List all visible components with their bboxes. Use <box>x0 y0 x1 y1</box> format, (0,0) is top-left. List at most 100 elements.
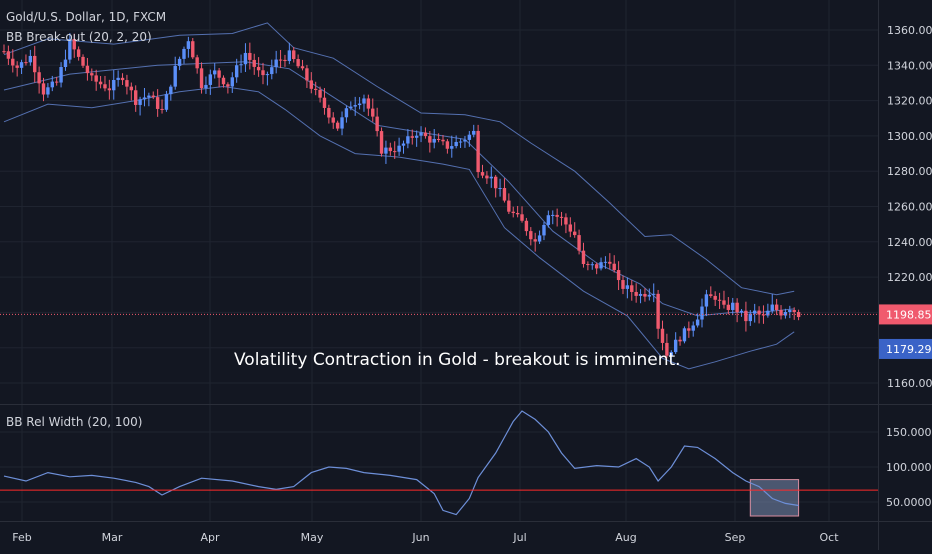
candle-up <box>239 64 243 66</box>
candle-down <box>11 58 15 66</box>
candle-down <box>322 97 327 108</box>
candle-down <box>313 88 318 90</box>
candle-down <box>722 300 726 305</box>
candle-up <box>463 139 467 142</box>
candle-up <box>204 84 208 89</box>
candle-up <box>270 67 274 75</box>
date-axis-tick-label: Apr <box>200 531 220 544</box>
candle-down <box>568 224 573 232</box>
candle-down <box>103 84 107 89</box>
candle-down <box>371 108 375 117</box>
candle-down <box>125 80 129 87</box>
date-axis-tick-label: Mar <box>102 531 123 544</box>
candle-down <box>410 136 414 138</box>
candle-down <box>555 214 559 217</box>
candle-down <box>511 211 515 213</box>
candle-up <box>344 108 349 118</box>
candle-up <box>472 130 476 135</box>
candle-up <box>647 294 652 297</box>
candle-up <box>243 52 248 65</box>
candle-up <box>682 328 687 342</box>
candle-down <box>335 122 340 129</box>
highlight-box <box>749 479 800 517</box>
candle-down <box>524 220 529 232</box>
candle-up <box>234 65 239 78</box>
candle-down <box>441 139 445 142</box>
candle-down <box>72 38 76 50</box>
candle-down <box>278 59 283 61</box>
candle-up <box>704 294 709 307</box>
candle-down <box>393 151 397 153</box>
candle-down <box>283 59 287 62</box>
candle-up <box>147 95 151 98</box>
candle-up <box>274 59 278 68</box>
candle-up <box>700 306 704 320</box>
candle-down <box>678 339 682 342</box>
candle-up <box>46 87 50 95</box>
candle-up <box>230 77 234 87</box>
candle-up <box>590 264 594 266</box>
candle-up <box>19 62 24 68</box>
last-price-tag-label: 1198.85 <box>886 308 932 321</box>
candle-down <box>428 136 432 143</box>
date-axis-tick-label: Aug <box>615 531 636 544</box>
candle-down <box>6 51 11 59</box>
candle-up <box>112 79 116 91</box>
candle-down <box>327 107 331 118</box>
candle-down <box>713 295 717 300</box>
candle-up <box>406 136 410 144</box>
candle-up <box>384 147 388 154</box>
candle-up <box>537 235 542 242</box>
candle-down <box>616 270 621 281</box>
candle-down <box>476 130 480 173</box>
symbol-title: Gold/U.S. Dollar, 1D, FXCM <box>6 10 167 24</box>
candle-up <box>498 188 502 190</box>
candle-up <box>691 325 695 331</box>
candle-up <box>186 41 191 49</box>
candle-up <box>625 285 630 289</box>
candle-down <box>261 70 265 76</box>
candle-down <box>493 176 498 189</box>
candle-up <box>546 215 551 225</box>
candle-down <box>559 216 564 218</box>
bb-indicator-label: BB Break-out (20, 2, 20) <box>6 30 152 44</box>
candle-up <box>673 339 678 353</box>
candle-up <box>652 293 656 295</box>
candle-up <box>458 141 463 143</box>
candle-down <box>660 328 665 343</box>
candle-down <box>621 280 625 289</box>
candle-down <box>37 72 41 84</box>
candle-up <box>169 86 173 95</box>
date-axis-tick-label: Feb <box>12 531 31 544</box>
candle-down <box>90 73 94 76</box>
date-axis-tick-label: Oct <box>819 531 839 544</box>
candle-up <box>68 38 72 60</box>
candle-down <box>445 141 450 149</box>
candle-up <box>454 141 458 147</box>
candle-up <box>173 65 177 87</box>
candle-down <box>577 235 581 251</box>
price-axis-tick-label: 1360.00 <box>887 24 932 37</box>
candle-down <box>366 98 371 109</box>
candle-down <box>252 59 256 67</box>
candle-up <box>748 313 752 322</box>
candle-up <box>164 94 169 110</box>
date-axis-tick-label: May <box>301 531 324 544</box>
candle-up <box>414 135 419 138</box>
candle-down <box>94 75 98 82</box>
candle-down <box>107 88 112 91</box>
width-indicator-label: BB Rel Width (20, 100) <box>6 415 143 429</box>
candle-down <box>318 89 322 98</box>
candle-down <box>520 214 524 221</box>
width-axis-tick-label: 100.0000 <box>886 461 932 474</box>
candle-down <box>757 310 761 315</box>
candle-up <box>182 48 186 59</box>
candle-up <box>177 58 182 66</box>
candle-down <box>735 302 739 313</box>
candle-down <box>388 147 393 152</box>
candle-down <box>300 66 305 69</box>
candle-up <box>397 145 401 152</box>
